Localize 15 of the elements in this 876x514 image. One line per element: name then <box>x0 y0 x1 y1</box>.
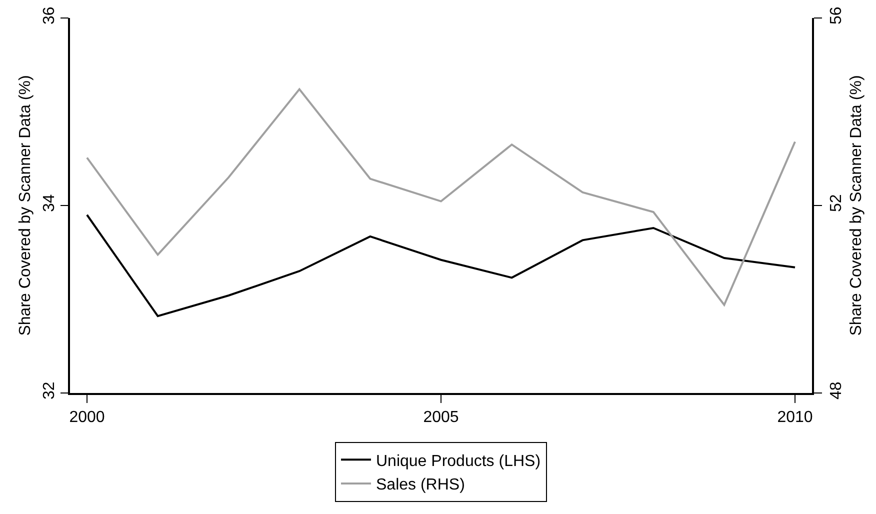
x-tick-label: 2000 <box>69 408 105 426</box>
legend-label: Sales (RHS) <box>376 476 465 494</box>
legend-label: Unique Products (LHS) <box>376 452 541 470</box>
line-series <box>86 88 796 306</box>
x-tick-label: 2005 <box>423 408 459 426</box>
y-tick-label: 34 <box>40 194 58 212</box>
y-tick-label: 32 <box>40 382 58 400</box>
line-series <box>86 214 796 318</box>
y2-axis-title: Share Covered by Scanner Data (%) <box>848 75 866 336</box>
y2-tick-label: 52 <box>828 194 845 212</box>
y2-tick-label: 56 <box>828 6 845 24</box>
y-axis-title: Share Covered by Scanner Data (%) <box>17 75 34 336</box>
y2-tick-label: 48 <box>828 382 845 400</box>
x-tick-label: 2010 <box>777 408 813 426</box>
y-tick-label: 36 <box>40 6 58 24</box>
